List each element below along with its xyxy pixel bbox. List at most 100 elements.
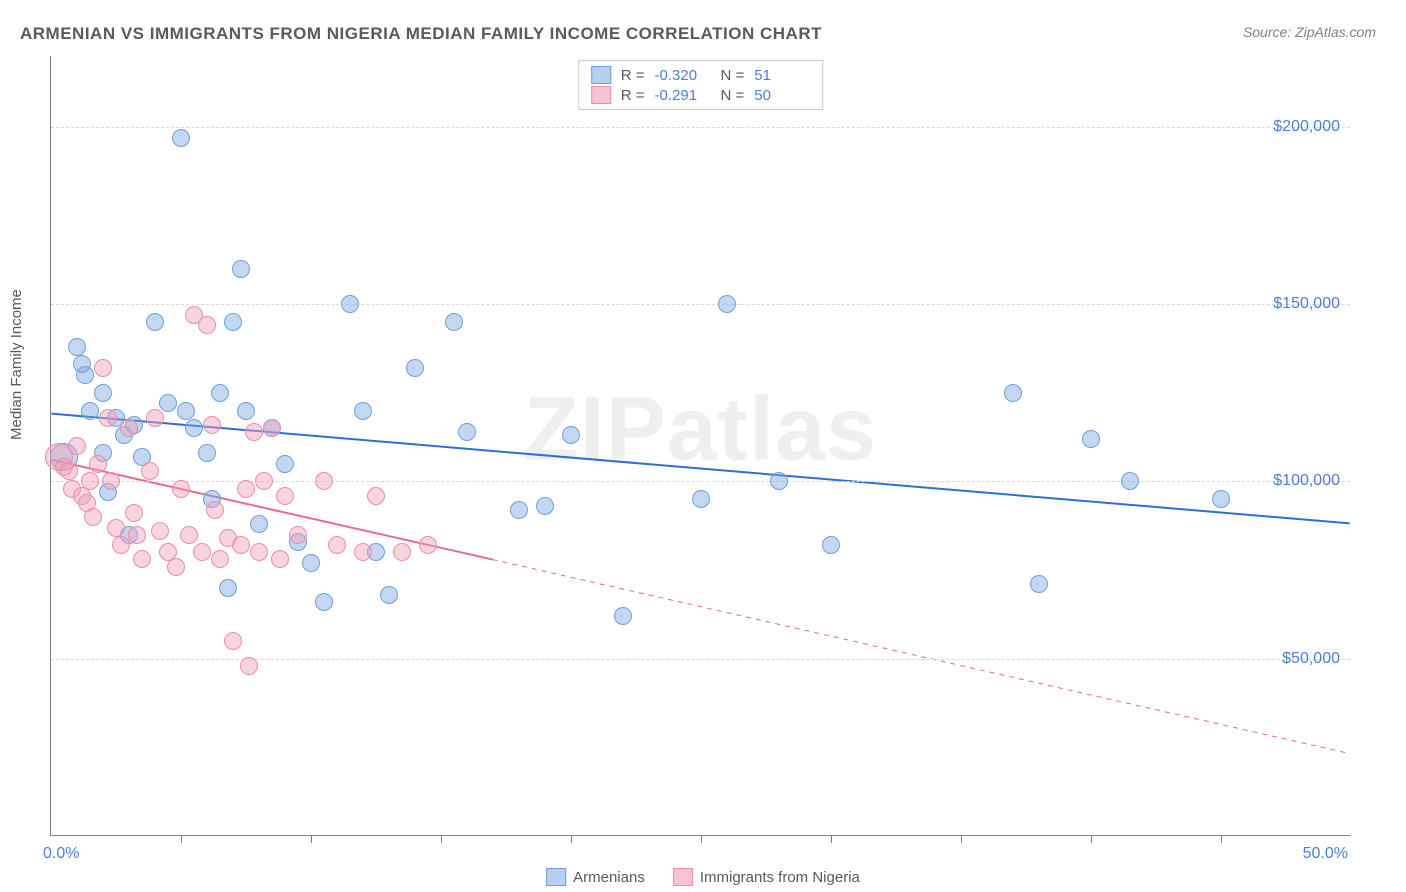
data-point-armenians [718,295,736,313]
data-point-armenians [232,260,250,278]
data-point-armenians [562,426,580,444]
data-point-nigeria [198,316,216,334]
scatter-plot: ZIPatlas R =-0.320N =51R =-0.291N =50 0.… [50,56,1350,836]
data-point-nigeria [419,536,437,554]
r-label: R = [621,67,645,84]
swatch-icon [591,86,611,104]
data-point-nigeria [203,416,221,434]
x-tick [1221,835,1222,843]
n-value: 50 [754,87,810,104]
data-point-nigeria [133,550,151,568]
gridline [51,127,1350,128]
swatch-icon [546,868,566,886]
data-point-armenians [185,419,203,437]
legend-label: Armenians [573,869,645,886]
data-point-armenians [276,455,294,473]
data-point-armenians [219,579,237,597]
x-axis-min-label: 0.0% [43,845,79,863]
data-point-armenians [510,501,528,519]
data-point-armenians [224,313,242,331]
data-point-armenians [146,313,164,331]
data-point-nigeria [141,462,159,480]
data-point-nigeria [81,472,99,490]
x-tick [701,835,702,843]
data-point-armenians [536,497,554,515]
x-tick [441,835,442,843]
data-point-nigeria [167,558,185,576]
data-point-nigeria [125,504,143,522]
data-point-armenians [81,402,99,420]
data-point-armenians [302,554,320,572]
data-point-armenians [211,384,229,402]
data-point-nigeria [180,526,198,544]
data-point-armenians [445,313,463,331]
x-axis-max-label: 50.0% [1303,845,1348,863]
data-point-nigeria [211,550,229,568]
correlation-row-nigeria: R =-0.291N =50 [591,85,811,105]
data-point-armenians [68,338,86,356]
data-point-armenians [1082,430,1100,448]
data-point-armenians [250,515,268,533]
data-point-armenians [692,490,710,508]
data-point-armenians [354,402,372,420]
data-point-armenians [380,586,398,604]
swatch-icon [673,868,693,886]
data-point-nigeria [128,526,146,544]
data-point-nigeria [172,480,190,498]
r-value: -0.320 [655,67,711,84]
data-point-nigeria [263,419,281,437]
data-point-nigeria [94,359,112,377]
r-value: -0.291 [655,87,711,104]
data-point-nigeria [328,536,346,554]
correlation-row-armenians: R = -0.320 N = 51 [591,65,811,85]
data-point-armenians [822,536,840,554]
data-point-nigeria [250,543,268,561]
data-point-nigeria [151,522,169,540]
gridline [51,304,1350,305]
data-point-nigeria [146,409,164,427]
data-point-nigeria [367,487,385,505]
data-point-armenians [341,295,359,313]
data-point-nigeria [84,508,102,526]
y-tick-label: $100,000 [1273,472,1340,490]
data-point-nigeria [232,536,250,554]
x-tick [1091,835,1092,843]
x-tick [571,835,572,843]
data-point-nigeria [99,409,117,427]
correlation-legend: R =-0.320N =51R =-0.291N =50 [578,60,824,110]
n-value: 51 [754,67,810,84]
data-point-armenians [1212,490,1230,508]
data-point-nigeria [89,455,107,473]
data-point-nigeria [112,536,130,554]
legend-item-armenians: Armenians [546,868,645,886]
data-point-nigeria [206,501,224,519]
data-point-armenians [406,359,424,377]
data-point-nigeria [289,526,307,544]
legend-label: Immigrants from Nigeria [700,869,860,886]
series-legend: Armenians Immigrants from Nigeria [546,868,860,886]
data-point-nigeria [276,487,294,505]
data-point-armenians [458,423,476,441]
data-point-nigeria [245,423,263,441]
data-point-nigeria [354,543,372,561]
data-point-armenians [614,607,632,625]
data-point-nigeria [224,632,242,650]
data-point-nigeria [193,543,211,561]
data-point-nigeria [107,519,125,537]
x-tick [961,835,962,843]
data-point-nigeria [271,550,289,568]
data-point-nigeria [237,480,255,498]
y-axis-label: Median Family Income [8,289,25,440]
x-tick [181,835,182,843]
r-label: R = [621,87,645,104]
data-point-armenians [237,402,255,420]
data-point-nigeria [315,472,333,490]
data-point-armenians [315,593,333,611]
n-label: N = [721,67,745,84]
data-point-armenians [159,394,177,412]
data-point-armenians [94,384,112,402]
source-attribution: Source: ZipAtlas.com [1243,24,1376,40]
trendline-nigeria-dashed [493,560,1350,754]
y-tick-label: $150,000 [1273,295,1340,313]
data-point-armenians [1030,575,1048,593]
